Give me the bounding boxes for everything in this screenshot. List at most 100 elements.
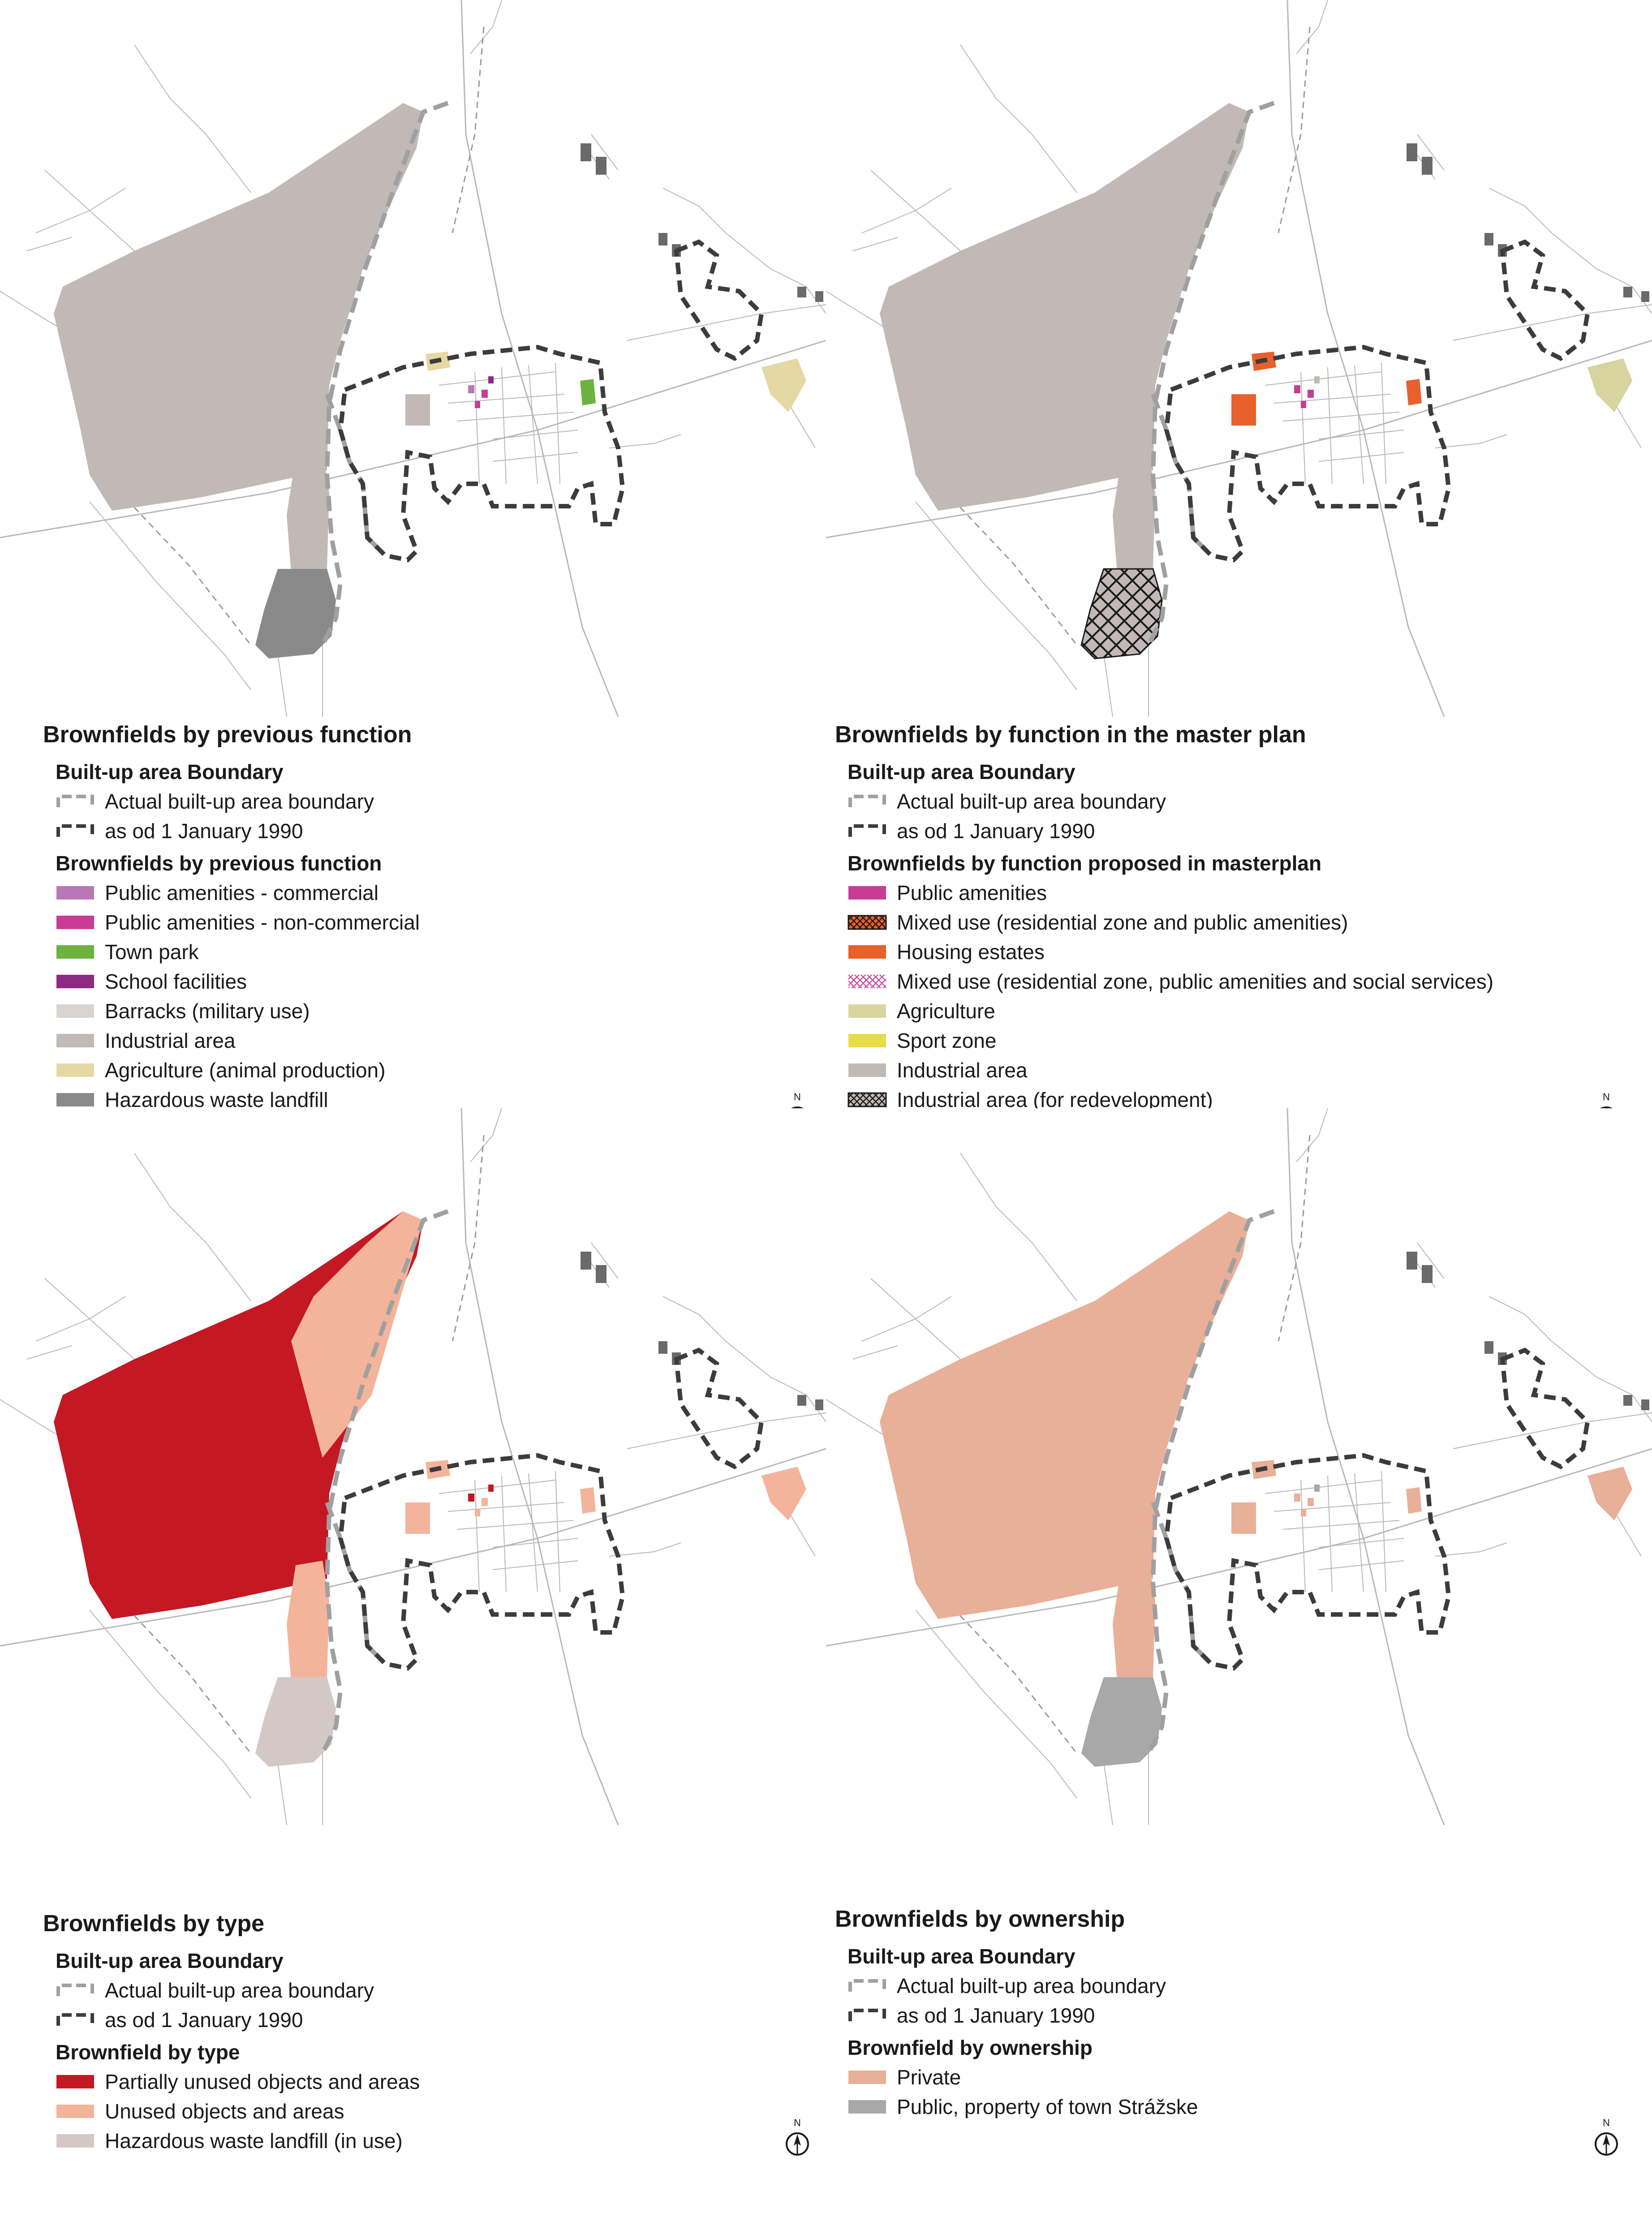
brownfield-center-east	[1406, 1487, 1422, 1514]
legend-swatch	[848, 1092, 887, 1107]
legend-item-category: Unused objects and areas	[56, 2096, 420, 2126]
brownfield-south-area	[1113, 1561, 1155, 1682]
panel-previous-function: Brownfields by previous function Built-u…	[0, 0, 826, 1108]
brownfield-large-industrial	[880, 1211, 1249, 1619]
brownfield-center-east	[580, 1487, 596, 1514]
boundary-1990-line	[1164, 1453, 1451, 1671]
legend-label: as od 1 January 1990	[897, 2004, 1095, 2027]
brownfield-landfill	[1080, 568, 1163, 659]
brownfield-large-industrial	[880, 103, 1249, 511]
brownfield-south-area	[287, 1561, 329, 1682]
road-line	[609, 1542, 681, 1557]
legend-ownership: Brownfields by ownership Built-up area B…	[835, 1906, 1198, 2122]
legend-swatch	[848, 944, 887, 960]
legend-swatch	[848, 794, 887, 809]
map-previous-function	[0, 0, 826, 717]
brownfield-small-plot	[1308, 390, 1314, 398]
legend-label: Public amenities	[897, 881, 1047, 904]
boundary-group-title: Built-up area Boundary	[848, 760, 1076, 783]
legend-swatch	[56, 944, 95, 960]
road-line	[663, 1296, 826, 1422]
legend-item-boundary: as od 1 January 1990	[848, 2001, 1198, 2030]
north-arrow-icon: N	[783, 1090, 812, 1108]
legend-swatch	[848, 915, 887, 930]
brownfield-small-plot	[1294, 385, 1300, 393]
road-line	[439, 1480, 574, 1530]
map-ownership	[826, 1108, 1652, 1825]
building-block	[1623, 1395, 1632, 1406]
boundary-1990-line	[1500, 239, 1590, 361]
legend-swatch	[848, 1033, 887, 1048]
legend-swatch	[56, 885, 95, 900]
railway-line	[452, 26, 485, 233]
legend-item-category: Public amenities	[848, 878, 1493, 908]
legend-label: as od 1 January 1990	[897, 819, 1095, 843]
legend-item-boundary: as od 1 January 1990	[848, 816, 1493, 846]
legend-item-boundary: Actual built-up area boundary	[848, 1971, 1198, 2001]
legend-item-category: Public, property of town Strážske	[848, 2092, 1198, 2122]
brownfield-small-plot	[475, 401, 480, 408]
legend-label: Private	[897, 2066, 961, 2089]
legend-item-category: Public amenities - commercial	[56, 878, 420, 908]
legend-label: Agriculture (animal production)	[105, 1059, 386, 1082]
brownfield-south-area	[1113, 452, 1155, 573]
road-line	[439, 371, 574, 422]
legend-label: as od 1 January 1990	[105, 2008, 303, 2032]
road-line	[1435, 434, 1507, 448]
road-line	[1103, 654, 1113, 717]
legend-swatch	[848, 1063, 887, 1078]
legend-label: Actual built-up area boundary	[897, 1974, 1166, 1997]
road-line	[915, 1610, 1077, 1799]
north-label: N	[1603, 2117, 1610, 2128]
legend-item-boundary: as od 1 January 1990	[56, 2005, 420, 2035]
panel-type: Brownfields by type Built-up area Bounda…	[0, 1108, 826, 2217]
legend-swatch	[56, 1983, 95, 1998]
railway-line	[111, 1591, 252, 1754]
north-arrow-icon: N	[1592, 2116, 1621, 2161]
legend-item-category: Agriculture (animal production)	[56, 1055, 420, 1085]
panel-ownership: Brownfields by ownership Built-up area B…	[826, 1108, 1652, 2217]
legend-item-category: Barracks (military use)	[56, 996, 420, 1026]
railway-line	[937, 483, 1078, 646]
road-line	[470, 1108, 502, 1162]
road-line	[960, 44, 1077, 193]
building-block	[658, 1341, 667, 1354]
brownfield-small-plot	[482, 1498, 488, 1506]
road-line	[470, 0, 502, 54]
building-block	[1407, 1252, 1417, 1270]
legend-previous-function: Brownfields by previous function Built-u…	[43, 721, 420, 1108]
road-line	[1489, 188, 1652, 314]
legend-item-category: Public amenities - non-commercial	[56, 908, 420, 937]
road-line	[460, 0, 619, 717]
legend-label: Actual built-up area boundary	[105, 790, 374, 813]
legend-label: Sport zone	[897, 1029, 997, 1052]
building-block	[596, 157, 607, 175]
building-block	[1484, 233, 1493, 245]
legend-swatch	[56, 794, 95, 809]
brownfield-small-plot	[1308, 1498, 1314, 1506]
north-label: N	[1603, 1091, 1610, 1102]
brownfield-small-plot	[1301, 401, 1306, 408]
legend-label: Hazardous waste landfill	[105, 1088, 328, 1108]
legend-item-category: Housing estates	[848, 937, 1493, 967]
boundary-group-title: Built-up area Boundary	[56, 1949, 284, 1972]
road-line	[627, 1412, 826, 1449]
boundary-1990-line	[338, 344, 625, 563]
brownfield-small-plot	[475, 1509, 480, 1516]
category-group-title: Brownfield by ownership	[848, 2036, 1093, 2059]
brownfield-large-industrial	[54, 103, 423, 511]
legend-label: Actual built-up area boundary	[897, 790, 1166, 813]
legend-label: Public, property of town Strážske	[897, 2095, 1198, 2118]
legend-label: Mixed use (residential zone, public amen…	[897, 970, 1494, 993]
legend-label: Agriculture	[897, 999, 995, 1023]
road-line	[0, 340, 826, 538]
brownfield-east-area	[761, 358, 806, 412]
road-line	[663, 188, 826, 314]
boundary-1990-line	[1500, 1347, 1590, 1469]
legend-item-category: Industrial area (for redevelopment)	[848, 1085, 1493, 1108]
road-line	[1435, 1542, 1507, 1557]
legend-swatch	[848, 1978, 887, 1993]
actual-boundary-line	[1146, 1209, 1275, 1755]
category-group-title: Brownfields by function proposed in mast…	[848, 852, 1322, 875]
boundary-1990-line	[674, 1347, 764, 1469]
